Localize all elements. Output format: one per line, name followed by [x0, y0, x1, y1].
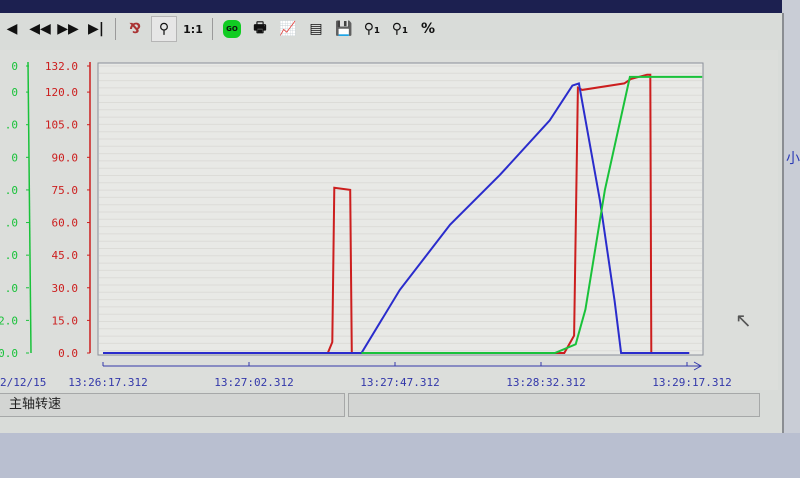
skip-first-button[interactable]: ◀ [0, 17, 24, 41]
green-y-tick-label: .0 [5, 249, 18, 262]
fast-forward-button[interactable]: ▶▶ [56, 17, 80, 41]
actual-size-icon: 1:1 [183, 22, 203, 36]
axis-config-button[interactable]: ⅋ [123, 17, 147, 41]
green-y-tick-label: 0 [11, 151, 18, 164]
red-y-tick-label: 45.0 [52, 249, 79, 262]
green-y-tick-label: 2.0 [0, 314, 18, 327]
user-select-1-icon: ⚲₁ [363, 21, 381, 37]
red-y-tick-label: 132.0 [45, 60, 78, 73]
percent-icon: % [420, 21, 436, 37]
status-left-text: 主轴转速 [9, 397, 62, 412]
go-icon: GO [223, 20, 241, 38]
green-y-tick-label: .0 [5, 119, 18, 132]
print-icon: 🖶 [253, 20, 267, 36]
x-tick-label: 13:27:02.312 [214, 376, 293, 389]
side-text: 小 [786, 151, 800, 167]
series-line-0 [103, 73, 690, 354]
red-y-tick-label: 30.0 [52, 282, 79, 295]
red-y-tick-label: 90.0 [52, 151, 79, 164]
status-left: 主轴转速 [0, 393, 345, 417]
zoom-button[interactable]: ⚲ [151, 16, 177, 42]
red-y-tick-label: 105.0 [45, 119, 78, 132]
trend-chart: 0.015.030.045.060.075.090.0105.0120.0132… [0, 60, 732, 389]
save-button[interactable]: 💾 [332, 17, 356, 41]
mouse-cursor-icon: ↖ [735, 308, 752, 332]
zoom-icon: ⚲ [158, 21, 170, 37]
title-bar [0, 0, 782, 13]
green-y-tick-label: .0 [5, 184, 18, 197]
series-line-1 [103, 82, 690, 354]
plot-area [97, 62, 704, 356]
toolbar: ◀ ◀◀ ▶▶ ▶| ⅋ ⚲ 1:1 GO 🖶 📈 ▤ 💾 ⚲₁ ⚲₁ % [0, 14, 440, 44]
export-icon: ▤ [309, 21, 323, 37]
save-icon: 💾 [335, 21, 353, 37]
rewind-icon: ◀◀ [29, 21, 51, 37]
red-y-tick-label: 120.0 [45, 86, 78, 99]
axis-config-icon: ⅋ [128, 21, 142, 37]
x-tick-label: 13:28:32.312 [506, 376, 585, 389]
user-select-1-button[interactable]: ⚲₁ [360, 17, 384, 41]
skip-first-icon: ◀ [6, 21, 18, 37]
skip-last-icon: ▶| [88, 21, 104, 37]
print-button[interactable]: 🖶 [248, 17, 272, 41]
user-select-2-icon: ⚲₁ [391, 21, 409, 37]
x-tick-label: 13:29:17.312 [652, 376, 731, 389]
red-y-tick-label: 15.0 [52, 314, 79, 327]
x-date-label: 2/12/15 [0, 376, 46, 389]
export-button[interactable]: ▤ [304, 17, 328, 41]
series-line-2 [361, 75, 703, 354]
green-y-tick-label: 0 [11, 60, 18, 73]
rewind-button[interactable]: ◀◀ [28, 17, 52, 41]
status-right [348, 393, 760, 417]
go-button[interactable]: GO [220, 17, 244, 41]
red-y-tick-label: 60.0 [52, 217, 79, 230]
red-y-tick-label: 75.0 [52, 184, 79, 197]
user-select-2-button[interactable]: ⚲₁ [388, 17, 412, 41]
percent-button[interactable]: % [416, 17, 440, 41]
green-y-tick-label: .0 [5, 282, 18, 295]
x-tick-label: 13:27:47.312 [360, 376, 439, 389]
x-tick-label: 13:26:17.312 [68, 376, 147, 389]
fast-forward-icon: ▶▶ [57, 21, 79, 37]
red-y-tick-label: 0.0 [58, 347, 78, 360]
green-y-tick-label: .0 [5, 217, 18, 230]
divider [115, 18, 116, 40]
trend-icon: 📈 [279, 21, 297, 37]
background-screen [0, 433, 800, 478]
green-y-tick-label: 0.0 [0, 347, 18, 360]
green-y-tick-label: 0 [11, 86, 18, 99]
trend-button[interactable]: 📈 [276, 17, 300, 41]
actual-size-button[interactable]: 1:1 [181, 17, 205, 41]
green-y-axis [27, 61, 32, 354]
x-axis-arrow [693, 361, 703, 371]
divider [212, 18, 213, 40]
skip-last-button[interactable]: ▶| [84, 17, 108, 41]
